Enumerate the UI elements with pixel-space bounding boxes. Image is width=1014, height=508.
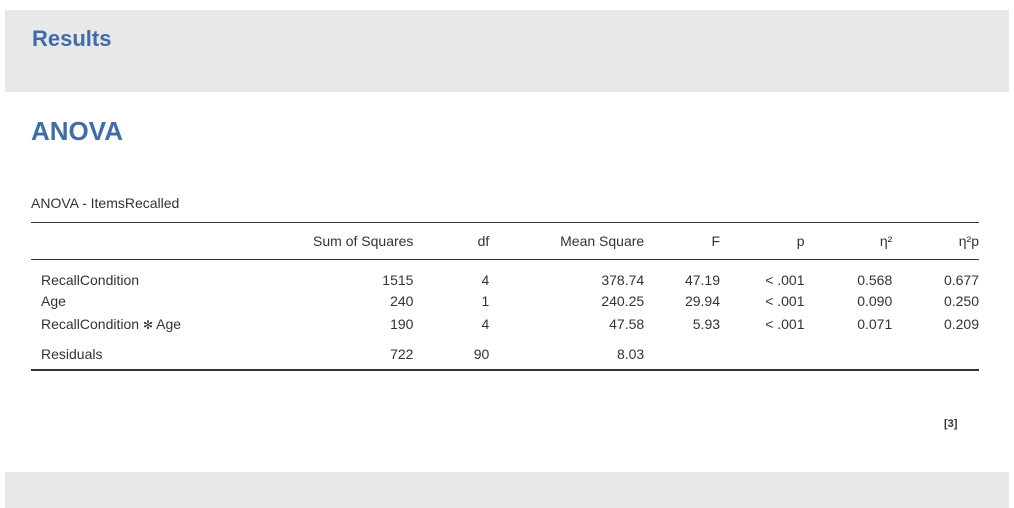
- column-header-sum-of-squares: Sum of Squares: [261, 222, 414, 260]
- table-row-residuals: Residuals 722 90 8.03: [31, 335, 979, 371]
- next-results-band: [5, 472, 1009, 508]
- row-term: Age: [31, 290, 262, 312]
- column-header-term: [31, 222, 262, 260]
- cell-p: < .001: [765, 315, 805, 332]
- table-row-interaction: RecallCondition ✻ Age 190 4 47.58 5.93 <…: [31, 312, 979, 335]
- cell-partial-eta-squared: 0.209: [943, 315, 979, 332]
- cell-sum-of-squares: 190: [390, 315, 414, 332]
- cell-sum-of-squares: 240: [390, 293, 414, 309]
- cell-f: 5.93: [692, 315, 721, 332]
- results-title: Results: [32, 26, 112, 51]
- cell-f: 47.19: [684, 272, 721, 288]
- cell-partial-eta-squared: [892, 335, 979, 371]
- cell-mean-square: 47.58: [609, 315, 645, 332]
- cell-mean-square: 8.03: [489, 335, 645, 371]
- cell-eta-squared: 0.568: [857, 272, 893, 288]
- term-name: Residuals: [41, 346, 103, 362]
- interaction-symbol: ✻: [142, 317, 154, 332]
- table-row-recall-condition: RecallCondition 1515 4 378.74 47.19 < .0…: [31, 260, 979, 291]
- cell-f: 29.94: [684, 293, 721, 309]
- term-name: Age: [156, 315, 182, 332]
- table-header-row: Sum of Squares df Mean Square F p η² η²p: [31, 222, 979, 260]
- term-name: Age: [41, 293, 66, 309]
- cell-sum-of-squares: 1515: [382, 272, 414, 288]
- cell-p: < .001: [765, 293, 805, 309]
- term-name: RecallCondition: [41, 272, 140, 288]
- cell-mean-square: 378.74: [601, 272, 645, 288]
- column-header-f: F: [644, 222, 721, 260]
- analysis-title[interactable]: ANOVA: [31, 116, 123, 146]
- cell-partial-eta-squared: 0.677: [943, 272, 979, 288]
- cell-partial-eta-squared: 0.250: [943, 293, 979, 309]
- row-term: Residuals: [31, 335, 262, 371]
- term-name: RecallCondition: [41, 315, 140, 332]
- column-header-df: df: [413, 222, 490, 260]
- cell-df: 4: [481, 315, 490, 332]
- results-header: Results: [5, 10, 1009, 92]
- column-header-partial-eta-squared: η²p: [892, 222, 979, 260]
- anova-table: Sum of Squares df Mean Square F p η² η²p…: [31, 222, 979, 371]
- row-term: RecallCondition: [31, 260, 262, 291]
- table-reference-number: [3]: [944, 418, 958, 430]
- cell-df: 4: [481, 272, 490, 288]
- column-header-mean-square: Mean Square: [489, 222, 645, 260]
- cell-p: [720, 335, 805, 371]
- cell-eta-squared: 0.071: [857, 315, 893, 332]
- cell-p: < .001: [765, 272, 805, 288]
- cell-eta-squared: 0.090: [857, 293, 893, 309]
- column-header-p: p: [720, 222, 805, 260]
- cell-df: 90: [413, 335, 490, 371]
- row-term: RecallCondition ✻ Age: [31, 312, 262, 335]
- cell-eta-squared: [804, 335, 893, 371]
- cell-sum-of-squares: 722: [261, 335, 414, 371]
- table-caption: ANOVA - ItemsRecalled: [31, 195, 180, 211]
- cell-f: [644, 335, 721, 371]
- column-header-eta-squared: η²: [804, 222, 893, 260]
- cell-df: 1: [481, 293, 490, 309]
- table-row-age: Age 240 1 240.25 29.94 < .001 0.090 0.25…: [31, 290, 979, 312]
- cell-mean-square: 240.25: [601, 293, 645, 309]
